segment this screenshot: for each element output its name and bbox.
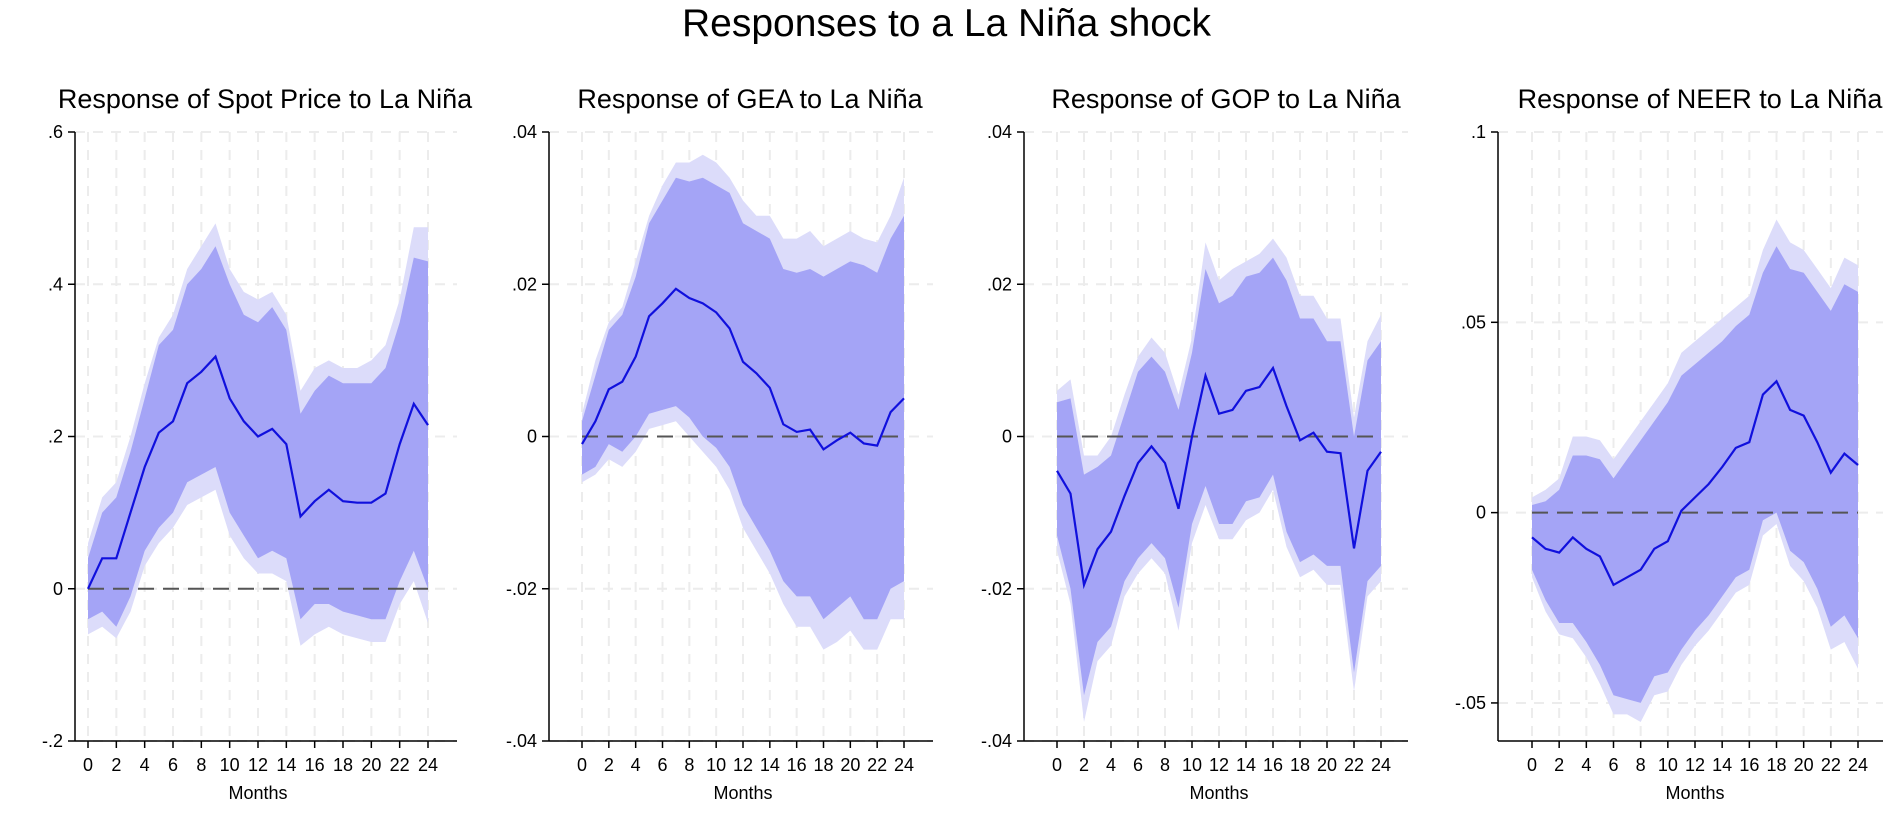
x-tick-label: 10 [220,755,240,775]
x-tick-label: 10 [706,755,726,775]
x-tick-label: 16 [1739,755,1759,775]
confidence-band-inner [1532,246,1858,703]
y-tick-label: .04 [987,122,1012,142]
x-tick-label: 22 [1821,755,1841,775]
x-tick-label: 22 [867,755,887,775]
impulse-response-line [87,354,429,590]
chart-title: Response of GEA to La Niña [577,84,923,114]
x-tick-label: 8 [1160,755,1170,775]
x-tick-label: 14 [760,755,780,775]
x-tick-label: 6 [168,755,178,775]
x-tick-label: 16 [787,755,807,775]
x-axis-label: Months [713,783,772,803]
y-tick-label: 0 [527,427,537,447]
x-tick-label: 22 [1344,755,1364,775]
x-tick-label: 14 [1712,755,1732,775]
x-tick-label: 8 [1636,755,1646,775]
impulse-response-line [581,287,905,451]
x-tick-label: 20 [840,755,860,775]
y-tick-label: .1 [1471,122,1486,142]
x-tick-label: 2 [1554,755,1564,775]
chart-panel-1: Response of Spot Price to La Niña -.2 0 .2.… [42,84,473,803]
chart-title: Response of Spot Price to La Niña [58,84,473,114]
x-tick-label: 24 [894,755,914,775]
y-tick-label: .6 [48,122,63,142]
y-tick-label: .2 [48,427,63,447]
x-tick-label: 0 [1527,755,1537,775]
x-tick-label: 6 [657,755,667,775]
x-tick-label: 20 [1794,755,1814,775]
y-tick-label: .4 [48,274,63,294]
x-tick-label: 20 [1317,755,1337,775]
x-tick-label: 18 [1766,755,1786,775]
impulse-response-line [1531,379,1859,587]
y-tick-label: -.04 [506,731,537,751]
x-tick-label: 10 [1658,755,1678,775]
x-tick-label: 12 [733,755,753,775]
confidence-band-inner [582,177,904,620]
x-axis-label: Months [1189,783,1248,803]
x-tick-label: 8 [684,755,694,775]
x-tick-label: 0 [1052,755,1062,775]
x-tick-label: 4 [1106,755,1116,775]
x-tick-label: 24 [418,755,438,775]
chart-title: Response of NEER to La Niña [1518,84,1884,114]
figure-title: Responses to a La Niña shock [682,2,1211,45]
y-tick-label: .05 [1461,312,1486,332]
x-tick-label: 2 [1079,755,1089,775]
impulse-response-line [1056,365,1382,590]
x-tick-label: 12 [1209,755,1229,775]
x-tick-label: 2 [111,755,121,775]
x-tick-label: 10 [1182,755,1202,775]
y-tick-label: .04 [512,122,537,142]
x-tick-label: 2 [604,755,614,775]
y-tick-label: 0 [1476,503,1486,523]
y-tick-label: .02 [512,274,537,294]
chart-title: Response of GOP to La Niña [1051,84,1401,114]
x-tick-label: 4 [631,755,641,775]
confidence-band-inner [1057,257,1381,696]
y-tick-label: 0 [53,579,63,599]
x-tick-label: 24 [1848,755,1868,775]
x-tick-label: 6 [1608,755,1618,775]
x-tick-label: 0 [577,755,587,775]
x-tick-label: 4 [140,755,150,775]
chart-panel-2: Response of GEA to La Niña -.04 -.02 0 .02 .0… [506,84,933,803]
y-tick-label: .02 [987,274,1012,294]
x-tick-label: 14 [276,755,296,775]
y-tick-label: -.2 [42,731,63,751]
y-tick-label: -.04 [981,731,1012,751]
x-tick-label: 24 [1371,755,1391,775]
x-tick-label: 4 [1581,755,1591,775]
y-tick-label: -.02 [981,579,1012,599]
x-tick-label: 18 [813,755,833,775]
x-tick-label: 16 [305,755,325,775]
x-tick-label: 20 [361,755,381,775]
x-axis-label: Months [1665,783,1724,803]
x-tick-label: 14 [1236,755,1256,775]
x-tick-label: 22 [390,755,410,775]
x-tick-label: 18 [1290,755,1310,775]
x-tick-label: 6 [1133,755,1143,775]
x-tick-label: 12 [1685,755,1705,775]
y-tick-label: -.02 [506,579,537,599]
x-tick-label: 16 [1263,755,1283,775]
x-tick-label: 18 [333,755,353,775]
chart-panel-4: Response of NEER to La Niña-.050.05.10 2 4… [1455,84,1883,803]
x-tick-label: 8 [196,755,206,775]
x-axis-label: Months [228,783,287,803]
y-tick-label: -.05 [1455,693,1486,713]
chart-panel-3: Response of GOP to La Niña -.04 -.02 0 .02 .0… [981,84,1408,803]
x-tick-label: 0 [83,755,93,775]
y-tick-label: 0 [1002,427,1012,447]
x-tick-label: 12 [248,755,268,775]
